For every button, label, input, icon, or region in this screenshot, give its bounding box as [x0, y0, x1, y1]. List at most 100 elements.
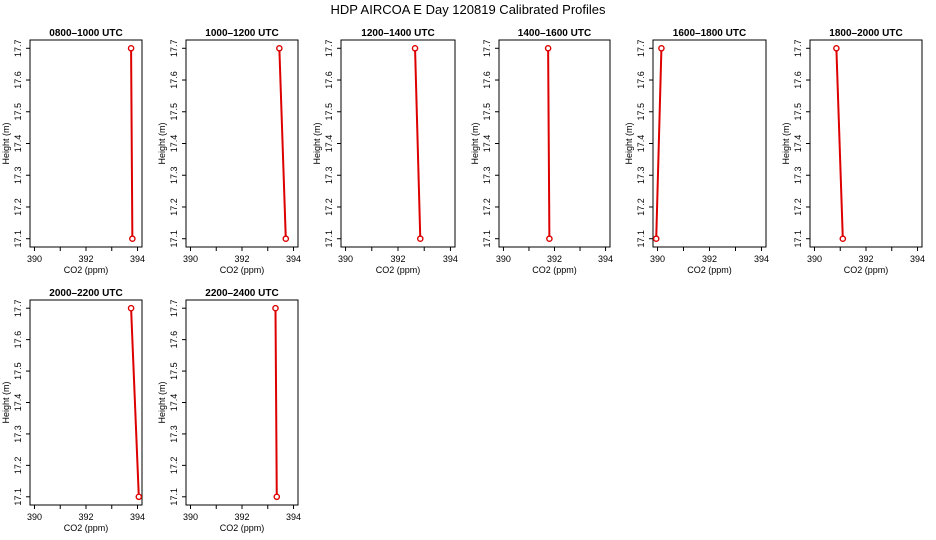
profile-point: [135, 493, 143, 501]
panel-title: 1600–1800 UTC: [673, 28, 746, 39]
plot-frame: [185, 39, 299, 248]
panel-title: 1800–2000 UTC: [829, 28, 902, 39]
y-tick-label: 17.3: [793, 166, 803, 184]
x-tick-label: 392: [234, 254, 249, 264]
y-tick-label: 17.7: [636, 40, 646, 58]
y-axis-label: Height (m): [470, 122, 480, 164]
y-tick-label: 17.4: [482, 135, 492, 153]
y-tick-label: 17.3: [324, 166, 334, 184]
profile-panel: 1600–1800 UTC 390 392 394 CO2 (ppm) 17.1 17.2 1…: [624, 28, 769, 275]
page-title: HDP AIRCOA E Day 120819 Calibrated Profi…: [330, 2, 606, 17]
y-tick-label: 17.6: [13, 331, 23, 349]
panel-title: 1400–1600 UTC: [518, 28, 591, 39]
y-tick-label: 17.7: [482, 40, 492, 58]
profile-line: [278, 48, 287, 239]
profile-panel: 1400–1600 UTC 390 392 394 CO2 (ppm) 17.1 17.2 1…: [470, 28, 613, 275]
panel-title: 2000–2200 UTC: [49, 288, 122, 299]
y-axis-label: Height (m): [624, 122, 634, 164]
profile-point: [129, 235, 136, 243]
x-tick-label: 390: [338, 254, 353, 264]
x-tick-label: 394: [286, 254, 301, 264]
y-tick-label: 17.7: [324, 40, 334, 58]
y-tick-label: 17.1: [324, 230, 334, 248]
y-tick-label: 17.6: [324, 71, 334, 89]
profile-point: [658, 44, 665, 52]
x-tick-label: 394: [130, 254, 145, 264]
y-tick-label: 17.7: [169, 299, 179, 317]
y-tick-label: 17.6: [636, 71, 646, 89]
y-tick-label: 17.1: [13, 488, 23, 506]
y-tick-label: 17.1: [793, 230, 803, 248]
panel-title: 1200–1400 UTC: [361, 28, 434, 39]
y-axis-label: Height (m): [312, 122, 322, 164]
plot-frame: [340, 39, 456, 248]
profile-panel: 0800–1000 UTC 390 392 394 CO2 (ppm) 17.1 17.2 1…: [1, 28, 145, 275]
y-tick-label: 17.2: [793, 198, 803, 216]
plot-frame: [652, 39, 767, 248]
x-tick-label: 390: [183, 512, 198, 522]
x-axis-label: CO2 (ppm): [64, 265, 109, 275]
x-axis-label: CO2 (ppm): [220, 523, 265, 533]
x-axis-label: CO2 (ppm): [532, 265, 577, 275]
profile-point: [416, 235, 424, 243]
x-tick-label: 394: [754, 254, 769, 264]
x-tick-label: 390: [183, 254, 198, 264]
y-tick-label: 17.7: [13, 299, 23, 317]
profile-point: [272, 304, 279, 312]
profile-line: [547, 48, 551, 239]
panel-title: 0800–1000 UTC: [49, 28, 122, 39]
plot-frame: [29, 299, 143, 506]
y-tick-label: 17.5: [13, 362, 23, 380]
y-tick-label: 17.7: [793, 40, 803, 58]
profile-line: [414, 48, 422, 239]
y-tick-label: 17.4: [169, 394, 179, 412]
y-tick-label: 17.5: [169, 362, 179, 380]
x-axis-label: CO2 (ppm): [844, 265, 889, 275]
y-tick-label: 17.5: [324, 103, 334, 121]
profile-line: [274, 308, 278, 497]
panel-title: 2200–2400 UTC: [205, 288, 278, 299]
y-axis-label: Height (m): [1, 122, 11, 164]
plot-frame: [185, 299, 299, 506]
profile-point: [273, 493, 281, 501]
y-tick-label: 17.5: [13, 103, 23, 121]
profile-line: [130, 48, 134, 239]
y-tick-label: 17.5: [793, 103, 803, 121]
y-axis-label: Height (m): [781, 122, 791, 164]
y-tick-label: 17.5: [482, 103, 492, 121]
y-tick-label: 17.3: [13, 166, 23, 184]
x-tick-label: 392: [78, 512, 93, 522]
y-tick-label: 17.5: [169, 103, 179, 121]
y-tick-label: 17.2: [169, 457, 179, 475]
profile-panel: 1000–1200 UTC 390 392 394 CO2 (ppm) 17.1 17.2 1…: [157, 28, 301, 275]
profile-panel: 1800–2000 UTC 390 392 394 CO2 (ppm) 17.1 17.2 1…: [781, 28, 925, 275]
profile-point: [652, 235, 660, 243]
y-tick-label: 17.2: [13, 198, 23, 216]
y-tick-label: 17.2: [636, 198, 646, 216]
x-axis-label: CO2 (ppm): [376, 265, 421, 275]
y-tick-label: 17.1: [13, 230, 23, 248]
x-tick-label: 392: [390, 254, 405, 264]
y-tick-label: 17.1: [169, 488, 179, 506]
y-tick-label: 17.6: [169, 71, 179, 89]
y-tick-label: 17.1: [482, 230, 492, 248]
y-tick-label: 17.4: [169, 135, 179, 153]
x-tick-label: 394: [443, 254, 458, 264]
plot-frame: [498, 39, 611, 248]
profile-point: [411, 44, 419, 52]
profile-panel: 2000–2200 UTC 390 392 394 CO2 (ppm) 17.1 17.2 1…: [1, 288, 145, 533]
y-tick-label: 17.7: [13, 40, 23, 58]
profile-panel: 2200–2400 UTC 390 392 394 CO2 (ppm) 17.1 17.2 1…: [157, 288, 301, 533]
y-tick-label: 17.2: [13, 457, 23, 475]
y-tick-label: 17.6: [169, 331, 179, 349]
plot-frame: [29, 39, 143, 248]
y-tick-label: 17.5: [636, 103, 646, 121]
x-tick-label: 390: [27, 512, 42, 522]
x-axis-label: CO2 (ppm): [220, 265, 265, 275]
x-tick-label: 392: [547, 254, 562, 264]
x-tick-label: 390: [27, 254, 42, 264]
profile-point: [546, 235, 553, 243]
y-tick-label: 17.3: [482, 166, 492, 184]
profile-point: [276, 44, 283, 52]
